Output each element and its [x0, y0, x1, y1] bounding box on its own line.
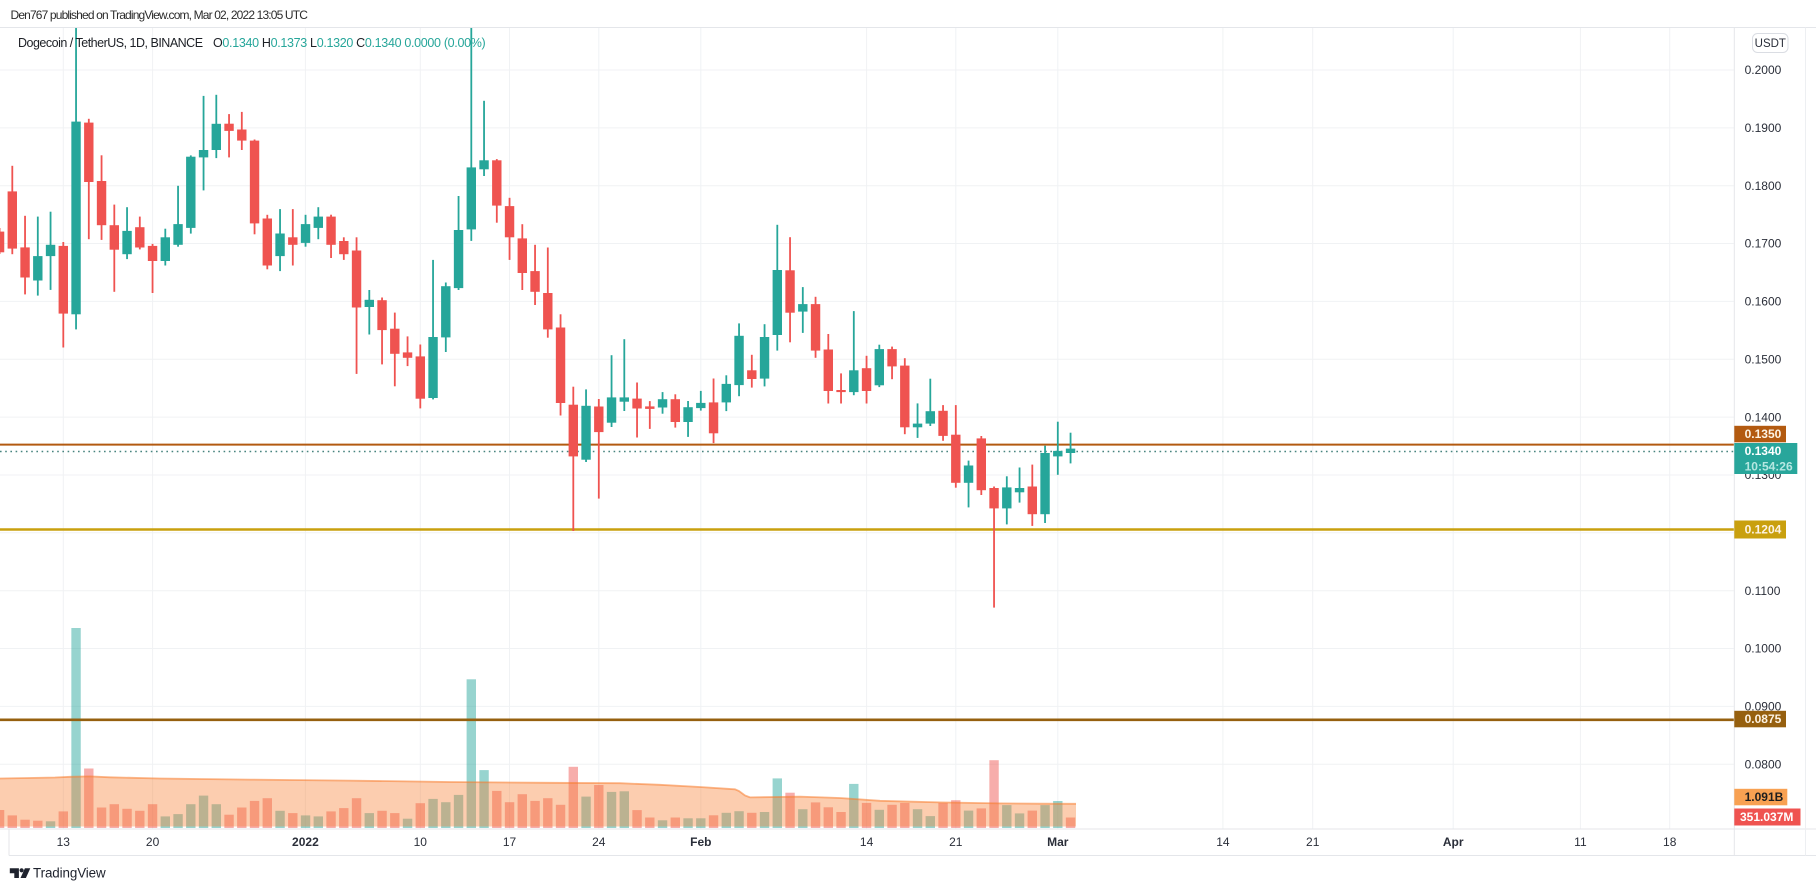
svg-text:18: 18	[1663, 835, 1677, 849]
svg-text:0.0900: 0.0900	[1745, 700, 1782, 714]
svg-text:20: 20	[146, 835, 160, 849]
svg-text:0.1800: 0.1800	[1745, 179, 1782, 193]
svg-text:17: 17	[503, 835, 517, 849]
svg-text:2022: 2022	[292, 835, 319, 849]
svg-text:0.1100: 0.1100	[1745, 584, 1781, 598]
svg-text:0.1204: 0.1204	[1745, 523, 1782, 537]
svg-text:0.1900: 0.1900	[1745, 121, 1782, 135]
svg-text:Dogecoin / TetherUS, 1D, BINAN: Dogecoin / TetherUS, 1D, BINANCE	[18, 36, 203, 50]
svg-text:0.1500: 0.1500	[1745, 353, 1782, 367]
svg-text:0.0800: 0.0800	[1745, 757, 1782, 771]
svg-text:Mar: Mar	[1047, 835, 1069, 849]
svg-text:10:54:26: 10:54:26	[1745, 459, 1793, 473]
svg-text:Apr: Apr	[1443, 835, 1464, 849]
svg-text:USDT: USDT	[1755, 38, 1786, 50]
svg-text:0.1600: 0.1600	[1745, 295, 1782, 309]
svg-text:0.2000: 0.2000	[1745, 63, 1782, 77]
svg-text:Den767 published on TradingVie: Den767 published on TradingView.com, Mar…	[11, 8, 309, 22]
svg-text:Feb: Feb	[690, 835, 711, 849]
svg-text:10: 10	[414, 835, 428, 849]
svg-text:TradingView: TradingView	[33, 866, 106, 881]
svg-text:351.037M: 351.037M	[1740, 810, 1793, 824]
svg-text:24: 24	[592, 835, 606, 849]
svg-text:21: 21	[1306, 835, 1320, 849]
svg-text:14: 14	[860, 835, 874, 849]
svg-text:21: 21	[949, 835, 963, 849]
svg-text:0.1400: 0.1400	[1745, 410, 1782, 424]
svg-text:0.1350: 0.1350	[1745, 427, 1782, 441]
svg-text:0.1000: 0.1000	[1745, 642, 1782, 656]
svg-text:0.0875: 0.0875	[1745, 712, 1782, 726]
svg-text:0.1340: 0.1340	[1745, 444, 1782, 458]
svg-text:O0.1340 H0.1373 L0.1320 C0.: O0.1340 H0.1373 L0.1320 C0.1340 0.0000 (…	[213, 36, 486, 50]
svg-text:0.1700: 0.1700	[1745, 237, 1782, 251]
svg-text:13: 13	[57, 835, 71, 849]
svg-text:11: 11	[1574, 835, 1587, 849]
svg-text:1.091B: 1.091B	[1745, 790, 1784, 804]
svg-text:14: 14	[1216, 835, 1230, 849]
